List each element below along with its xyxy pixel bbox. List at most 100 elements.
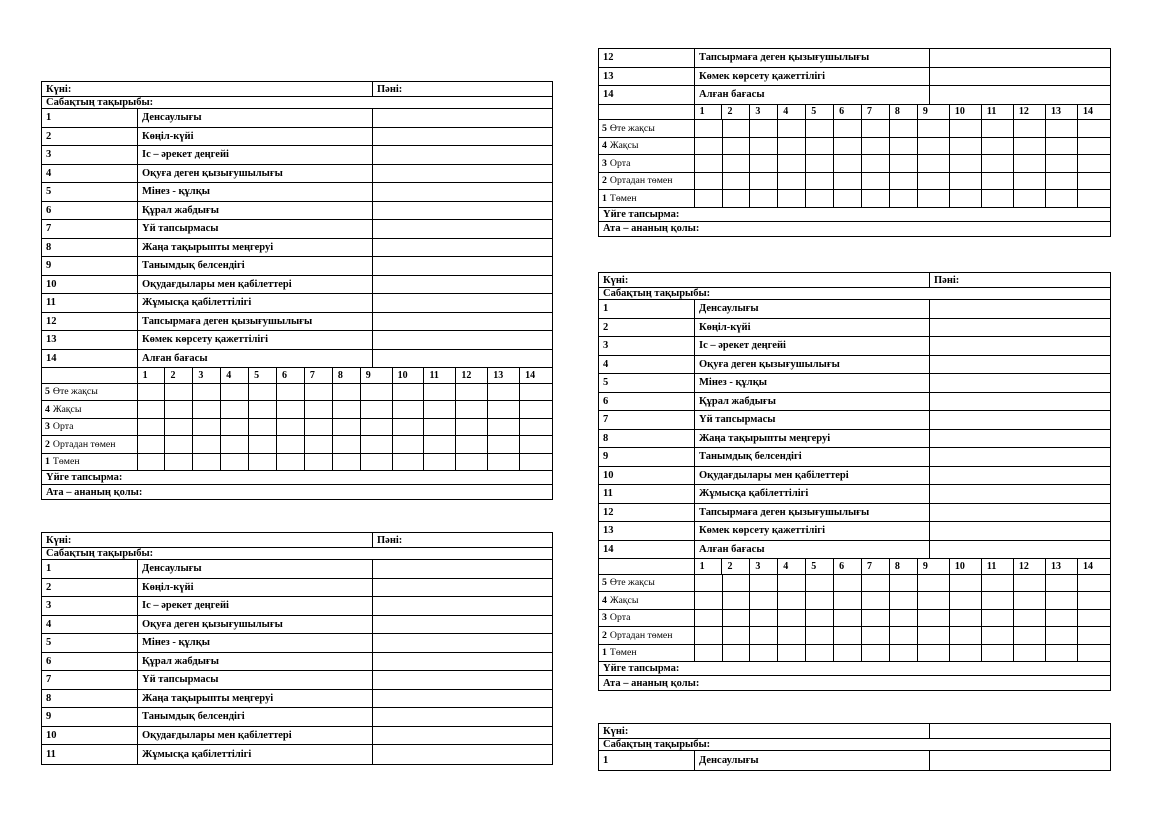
score-cell[interactable] — [1046, 574, 1078, 591]
score-cell[interactable] — [750, 592, 779, 609]
criterion-value-cell[interactable] — [930, 374, 1110, 392]
criterion-value-cell[interactable] — [373, 597, 552, 615]
score-cell[interactable] — [695, 120, 723, 137]
criterion-value-cell[interactable] — [373, 350, 552, 368]
score-cell[interactable] — [1078, 610, 1110, 627]
score-cell[interactable] — [778, 574, 807, 591]
score-cell[interactable] — [918, 172, 950, 189]
score-cell[interactable] — [1046, 627, 1078, 644]
homework-field[interactable]: Үйге тапсырма: — [599, 662, 1110, 675]
score-cell[interactable] — [695, 592, 723, 609]
score-cell[interactable] — [520, 454, 552, 471]
score-cell[interactable] — [750, 190, 779, 207]
topic-field[interactable]: Сабақтың тақырыбы: — [42, 97, 552, 108]
score-cell[interactable] — [950, 137, 982, 154]
score-cell[interactable] — [1078, 645, 1110, 662]
score-cell[interactable] — [723, 137, 751, 154]
score-cell[interactable] — [862, 172, 890, 189]
score-cell[interactable] — [918, 592, 950, 609]
criterion-value-cell[interactable] — [373, 579, 552, 597]
score-cell[interactable] — [806, 120, 835, 137]
criterion-value-cell[interactable] — [373, 128, 552, 146]
score-cell[interactable] — [890, 120, 918, 137]
score-cell[interactable] — [778, 120, 807, 137]
score-cell[interactable] — [138, 436, 166, 453]
score-cell[interactable] — [950, 574, 982, 591]
topic-field[interactable]: Сабақтың тақырыбы: — [42, 548, 552, 559]
score-cell[interactable] — [249, 453, 278, 470]
score-cell[interactable] — [1046, 137, 1078, 154]
score-cell[interactable] — [862, 592, 890, 609]
signature-field[interactable]: Ата – ананың қолы: — [42, 485, 552, 499]
score-cell[interactable] — [1046, 172, 1078, 189]
score-cell[interactable] — [918, 190, 950, 207]
score-cell[interactable] — [488, 418, 521, 435]
criterion-value-cell[interactable] — [373, 239, 552, 257]
score-cell[interactable] — [834, 644, 863, 661]
criterion-value-cell[interactable] — [373, 653, 552, 671]
criterion-value-cell[interactable] — [373, 146, 552, 164]
criterion-value-cell[interactable] — [373, 708, 552, 726]
score-cell[interactable] — [834, 627, 863, 644]
score-cell[interactable] — [695, 574, 723, 591]
criterion-value-cell[interactable] — [373, 331, 552, 349]
criterion-value-cell[interactable] — [930, 356, 1110, 374]
score-cell[interactable] — [950, 190, 982, 207]
score-cell[interactable] — [834, 120, 863, 137]
score-cell[interactable] — [890, 190, 918, 207]
score-cell[interactable] — [778, 172, 807, 189]
score-cell[interactable] — [1046, 592, 1078, 609]
score-cell[interactable] — [424, 436, 457, 453]
score-cell[interactable] — [1014, 609, 1046, 626]
score-cell[interactable] — [277, 453, 305, 470]
score-cell[interactable] — [806, 609, 835, 626]
score-cell[interactable] — [333, 453, 361, 470]
score-cell[interactable] — [723, 172, 751, 189]
criterion-value-cell[interactable] — [930, 504, 1110, 522]
score-cell[interactable] — [750, 137, 779, 154]
score-cell[interactable] — [723, 120, 751, 137]
criterion-value-cell[interactable] — [373, 183, 552, 201]
score-cell[interactable] — [950, 627, 982, 644]
score-cell[interactable] — [918, 120, 950, 137]
score-cell[interactable] — [165, 401, 194, 418]
criterion-value-cell[interactable] — [373, 202, 552, 220]
signature-field[interactable]: Ата – ананың қолы: — [599, 222, 1110, 236]
score-cell[interactable] — [750, 172, 779, 189]
signature-field[interactable]: Ата – ананың қолы: — [599, 676, 1110, 690]
score-cell[interactable] — [138, 401, 166, 418]
criterion-value-cell[interactable] — [930, 68, 1110, 86]
score-cell[interactable] — [862, 644, 890, 661]
score-cell[interactable] — [361, 401, 393, 418]
score-cell[interactable] — [333, 418, 361, 435]
criterion-value-cell[interactable] — [930, 393, 1110, 411]
score-cell[interactable] — [138, 418, 166, 435]
subject-field[interactable]: Пәні: — [373, 82, 552, 96]
score-cell[interactable] — [918, 627, 950, 644]
score-cell[interactable] — [890, 137, 918, 154]
score-cell[interactable] — [806, 172, 835, 189]
score-cell[interactable] — [193, 401, 222, 418]
score-cell[interactable] — [1014, 137, 1046, 154]
score-cell[interactable] — [361, 436, 393, 453]
score-cell[interactable] — [138, 383, 166, 400]
score-cell[interactable] — [1078, 138, 1110, 155]
score-cell[interactable] — [806, 190, 835, 207]
criterion-value-cell[interactable] — [930, 751, 1110, 770]
criterion-value-cell[interactable] — [930, 319, 1110, 337]
score-cell[interactable] — [165, 453, 194, 470]
score-cell[interactable] — [277, 383, 305, 400]
score-cell[interactable] — [424, 418, 457, 435]
criterion-value-cell[interactable] — [373, 276, 552, 294]
score-cell[interactable] — [393, 436, 425, 453]
score-cell[interactable] — [138, 453, 166, 470]
score-cell[interactable] — [778, 609, 807, 626]
score-cell[interactable] — [1014, 627, 1046, 644]
score-cell[interactable] — [862, 137, 890, 154]
score-cell[interactable] — [193, 383, 222, 400]
score-cell[interactable] — [249, 436, 278, 453]
criterion-value-cell[interactable] — [930, 448, 1110, 466]
score-cell[interactable] — [750, 644, 779, 661]
score-cell[interactable] — [393, 418, 425, 435]
criterion-value-cell[interactable] — [373, 109, 552, 127]
